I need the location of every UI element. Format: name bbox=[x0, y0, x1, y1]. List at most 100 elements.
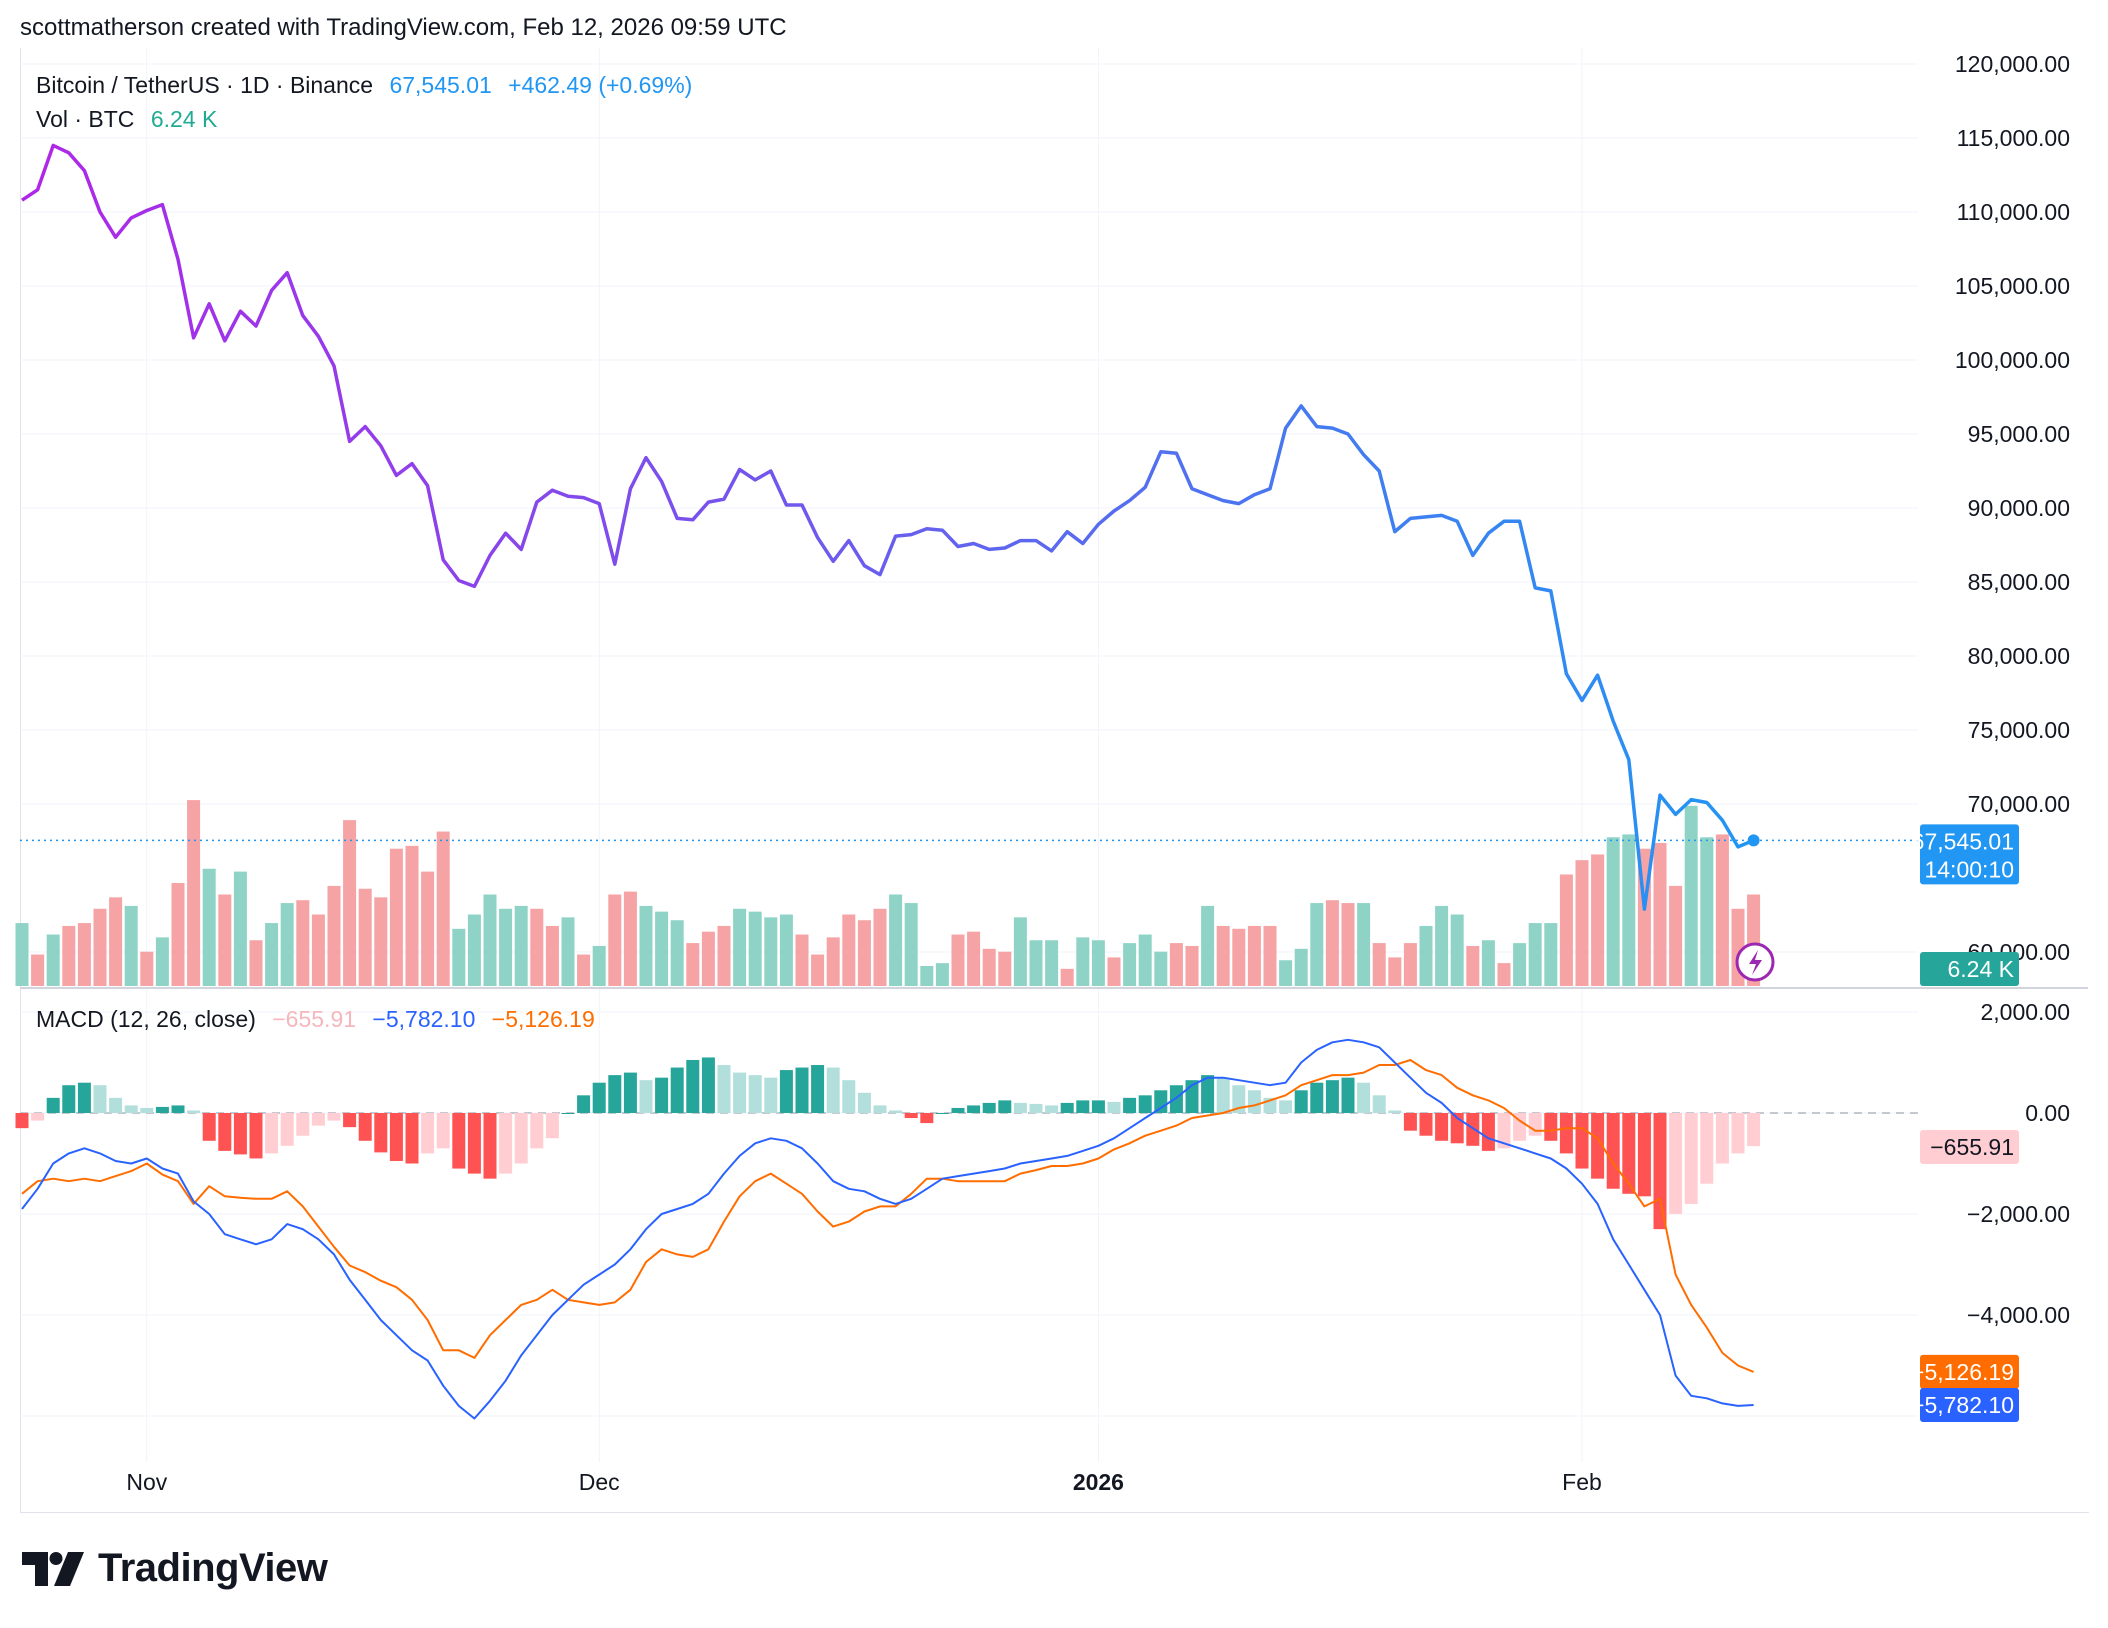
volume-bar bbox=[1466, 945, 1480, 986]
price-tick-label: 85,000.00 bbox=[1968, 569, 2070, 595]
macd-hist-bar bbox=[1045, 1105, 1059, 1113]
price-tag-text: 6.24 K bbox=[1948, 956, 2015, 982]
volume-bar bbox=[1528, 923, 1542, 986]
volume-label[interactable]: Vol · BTC bbox=[36, 106, 135, 132]
macd-hist-bar bbox=[623, 1072, 637, 1113]
volume-bar bbox=[655, 911, 669, 986]
volume-bar bbox=[764, 917, 778, 986]
macd-hist-bar bbox=[889, 1110, 903, 1113]
macd-hist-bar bbox=[171, 1105, 185, 1113]
macd-hist-bar bbox=[1435, 1113, 1449, 1141]
chart-attribution: scottmatherson created with TradingView.… bbox=[20, 14, 787, 41]
macd-hist-bar bbox=[1388, 1110, 1402, 1113]
time-tick-label: Nov bbox=[126, 1469, 167, 1495]
volume-bar bbox=[967, 931, 981, 986]
volume-legend: Vol · BTC 6.24 K bbox=[36, 106, 227, 133]
macd-hist-bar bbox=[296, 1113, 310, 1136]
macd-hist-bar bbox=[1419, 1113, 1433, 1136]
macd-hist-bar bbox=[1247, 1090, 1261, 1113]
macd-hist-bar bbox=[405, 1113, 419, 1164]
time-tick-label: Feb bbox=[1562, 1469, 1602, 1495]
volume-bar bbox=[811, 954, 825, 986]
macd-hist-bar bbox=[1232, 1085, 1246, 1113]
macd-line-value: −5,782.10 bbox=[372, 1006, 476, 1032]
macd-hist-bar bbox=[592, 1082, 606, 1113]
macd-line-tag: −5,782.10 bbox=[1911, 1387, 2019, 1422]
volume-bar bbox=[670, 920, 684, 986]
macd-hist-bar bbox=[779, 1070, 793, 1113]
macd-hist-bar bbox=[764, 1077, 778, 1113]
volume-bar bbox=[93, 908, 107, 986]
macd-hist-bar bbox=[62, 1085, 76, 1113]
price-tag-text: 67,545.01 bbox=[1912, 828, 2014, 854]
volume-bar bbox=[826, 937, 840, 986]
volume-bar bbox=[499, 908, 513, 986]
macd-hist-bar bbox=[1310, 1082, 1324, 1113]
macd-hist-bar bbox=[233, 1113, 247, 1155]
volume-bar bbox=[280, 903, 294, 986]
volume-bar bbox=[1076, 937, 1090, 986]
volume-bars bbox=[15, 800, 1761, 986]
volume-bar bbox=[1513, 943, 1527, 986]
volume-bar bbox=[327, 885, 341, 986]
macd-hist-bar bbox=[1029, 1103, 1043, 1113]
volume-bar bbox=[374, 897, 388, 986]
macd-hist-bar bbox=[1357, 1082, 1371, 1113]
macd-hist-bar bbox=[1123, 1097, 1137, 1113]
macd-hist-bar bbox=[1513, 1113, 1527, 1141]
volume-bar bbox=[202, 868, 216, 986]
macd-hist-bar bbox=[670, 1067, 684, 1113]
price-tag-text: −655.91 bbox=[1930, 1134, 2014, 1160]
volume-bar bbox=[233, 871, 247, 986]
macd-hist-bar bbox=[545, 1113, 559, 1139]
macd-hist-bar bbox=[655, 1077, 669, 1113]
volume-bar bbox=[405, 845, 419, 986]
macd-hist-bar bbox=[1169, 1085, 1183, 1113]
macd-hist-bar bbox=[1076, 1100, 1090, 1113]
macd-hist-bar bbox=[577, 1095, 591, 1113]
price-tag-text: −5,126.19 bbox=[1911, 1359, 2014, 1385]
macd-line bbox=[21, 1038, 1754, 1420]
macd-hist-bar bbox=[389, 1113, 403, 1161]
symbol-label[interactable]: Bitcoin / TetherUS · 1D · Binance bbox=[36, 72, 374, 98]
macd-hist-bar bbox=[46, 1097, 60, 1113]
volume-bar bbox=[779, 914, 793, 986]
volume-bar bbox=[998, 951, 1012, 986]
price-tag-text: −5,782.10 bbox=[1911, 1392, 2014, 1418]
volume-bar bbox=[889, 894, 903, 986]
chart-frame[interactable] bbox=[20, 48, 2089, 1513]
volume-bar bbox=[577, 954, 591, 986]
price-tick-label: 95,000.00 bbox=[1968, 421, 2070, 447]
volume-bar bbox=[733, 908, 747, 986]
brand-name: TradingView bbox=[98, 1546, 328, 1590]
volume-bar bbox=[951, 934, 965, 986]
macd-hist-bar bbox=[1060, 1102, 1074, 1113]
volume-bar bbox=[1169, 943, 1183, 986]
price-series-line bbox=[21, 143, 1755, 911]
volume-bar bbox=[514, 905, 528, 986]
macd-hist-bar bbox=[826, 1067, 840, 1113]
volume-bar bbox=[686, 943, 700, 986]
macd-hist-bar bbox=[857, 1092, 871, 1113]
volume-bar bbox=[748, 911, 762, 986]
macd-hist-bar bbox=[499, 1113, 513, 1174]
volume-bar bbox=[1372, 943, 1386, 986]
macd-hist-bar bbox=[733, 1072, 747, 1113]
volume-bar bbox=[452, 928, 466, 986]
macd-hist-bar bbox=[967, 1105, 981, 1113]
macd-label[interactable]: MACD (12, 26, close) bbox=[36, 1006, 256, 1032]
tradingview-logo[interactable]: TradingView bbox=[22, 1546, 328, 1591]
volume-bar bbox=[421, 871, 435, 986]
volume-bar bbox=[1107, 957, 1121, 986]
macd-hist-bar bbox=[951, 1107, 965, 1113]
lightning-icon bbox=[1735, 942, 1775, 982]
macd-hist-bar bbox=[1294, 1090, 1308, 1113]
macd-hist-bar bbox=[1341, 1077, 1355, 1113]
volume-bar bbox=[155, 937, 169, 986]
macd-hist-bar bbox=[904, 1113, 918, 1119]
volume-bar bbox=[1060, 968, 1074, 986]
volume-bar bbox=[218, 894, 232, 986]
volume-bar bbox=[124, 905, 138, 986]
